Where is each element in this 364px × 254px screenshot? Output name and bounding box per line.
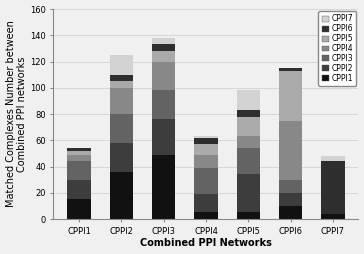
Bar bbox=[194, 212, 218, 219]
Bar bbox=[67, 180, 91, 199]
Bar bbox=[194, 155, 218, 168]
Bar bbox=[279, 180, 302, 193]
Bar bbox=[152, 61, 175, 90]
Bar bbox=[67, 148, 91, 151]
Y-axis label: Matched Complexes Number between
Combined PPI networks: Matched Complexes Number between Combine… bbox=[5, 21, 27, 208]
Bar bbox=[237, 212, 260, 219]
Bar bbox=[279, 121, 302, 180]
Bar bbox=[67, 199, 91, 219]
Bar bbox=[110, 172, 133, 219]
Bar bbox=[237, 136, 260, 148]
Bar bbox=[152, 155, 175, 219]
Legend: CPPI7, CPPI6, CPPI5, CPPI4, CPPI3, CPPI2, CPPI1: CPPI7, CPPI6, CPPI5, CPPI4, CPPI3, CPPI2… bbox=[318, 11, 356, 86]
Bar bbox=[67, 161, 91, 180]
Bar bbox=[152, 51, 175, 61]
Bar bbox=[194, 194, 218, 212]
Bar bbox=[152, 38, 175, 44]
Bar bbox=[110, 81, 133, 88]
Bar bbox=[321, 214, 345, 219]
Bar bbox=[67, 151, 91, 155]
Bar bbox=[110, 143, 133, 172]
Bar bbox=[152, 90, 175, 119]
Bar bbox=[194, 138, 218, 144]
Bar bbox=[110, 114, 133, 143]
Bar bbox=[321, 156, 345, 161]
Bar bbox=[194, 168, 218, 194]
Bar bbox=[321, 161, 345, 214]
Bar bbox=[194, 136, 218, 138]
Bar bbox=[237, 148, 260, 174]
X-axis label: Combined PPI Networks: Combined PPI Networks bbox=[140, 239, 272, 248]
Bar bbox=[110, 55, 133, 75]
Bar bbox=[110, 88, 133, 114]
Bar bbox=[279, 206, 302, 219]
Bar bbox=[279, 71, 302, 121]
Bar bbox=[237, 90, 260, 110]
Bar bbox=[152, 119, 175, 155]
Bar bbox=[279, 68, 302, 71]
Bar bbox=[194, 144, 218, 155]
Bar bbox=[279, 193, 302, 206]
Bar bbox=[110, 75, 133, 81]
Bar bbox=[67, 155, 91, 161]
Bar bbox=[152, 44, 175, 51]
Bar bbox=[237, 110, 260, 117]
Bar bbox=[237, 174, 260, 212]
Bar bbox=[237, 117, 260, 136]
